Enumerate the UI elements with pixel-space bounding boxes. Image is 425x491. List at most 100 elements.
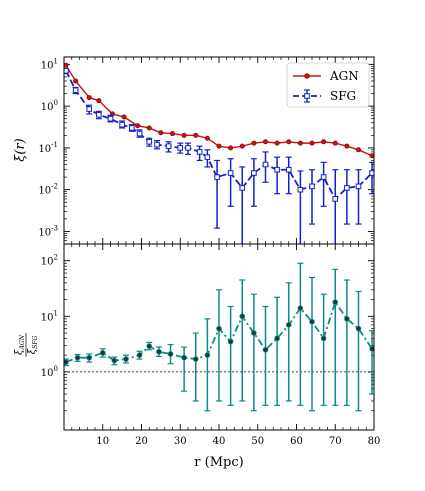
x-tick-label: 50 bbox=[251, 436, 264, 447]
data-point bbox=[239, 143, 245, 149]
data-point bbox=[285, 166, 292, 173]
data-point bbox=[154, 141, 160, 148]
x-tick-label: 70 bbox=[329, 436, 342, 447]
y-tick-label: 101 bbox=[41, 309, 58, 323]
data-point bbox=[204, 352, 211, 358]
data-point bbox=[193, 132, 199, 138]
data-point bbox=[111, 357, 118, 364]
top-panel: 101 100 10-1 10-2 10-3 bbox=[38, 56, 375, 245]
data-point bbox=[262, 161, 269, 168]
data-point bbox=[309, 140, 315, 146]
data-point bbox=[204, 135, 210, 141]
data-point bbox=[216, 325, 222, 332]
data-point bbox=[274, 166, 280, 173]
data-point bbox=[214, 174, 220, 180]
data-point bbox=[228, 145, 234, 151]
data-point bbox=[167, 351, 174, 357]
series-group bbox=[64, 262, 374, 412]
data-point bbox=[297, 186, 304, 193]
data-point bbox=[107, 115, 114, 122]
data-point bbox=[332, 299, 339, 305]
data-point bbox=[192, 356, 199, 362]
data-point bbox=[355, 183, 362, 190]
data-point bbox=[355, 325, 362, 332]
data-point bbox=[344, 143, 350, 149]
data-point bbox=[239, 313, 246, 320]
y-tick-label: 100 bbox=[41, 99, 58, 113]
data-point bbox=[204, 154, 211, 160]
legend-label-sfg: SFG bbox=[330, 89, 356, 103]
x-tick-label: 10 bbox=[96, 436, 109, 447]
data-point bbox=[262, 139, 268, 145]
y-tick-label: 101 bbox=[41, 57, 58, 71]
data-point bbox=[262, 346, 269, 353]
data-point bbox=[332, 140, 338, 146]
data-point bbox=[146, 343, 153, 349]
data-point bbox=[73, 78, 79, 84]
series-group bbox=[64, 62, 374, 244]
data-point bbox=[369, 170, 374, 176]
data-point bbox=[74, 354, 81, 361]
data-point bbox=[332, 196, 339, 202]
data-point bbox=[309, 183, 315, 190]
data-point bbox=[320, 335, 327, 342]
data-point bbox=[86, 106, 92, 112]
y-tick-label: 10-2 bbox=[38, 183, 58, 197]
data-point bbox=[86, 95, 92, 101]
y-tick-label: 10-3 bbox=[38, 224, 58, 238]
y-tick-label: 100 bbox=[41, 365, 58, 379]
data-point bbox=[72, 87, 79, 94]
data-point bbox=[121, 114, 127, 120]
data-point bbox=[123, 356, 129, 362]
data-point bbox=[320, 174, 327, 180]
data-point bbox=[156, 348, 162, 355]
y-tick-label: 102 bbox=[41, 254, 58, 268]
data-point bbox=[165, 143, 172, 149]
data-point bbox=[99, 350, 106, 356]
data-point bbox=[181, 354, 187, 361]
data-point bbox=[321, 139, 327, 145]
data-point bbox=[227, 338, 234, 345]
data-point bbox=[135, 123, 141, 129]
x-tick-label: 60 bbox=[290, 436, 303, 447]
data-point bbox=[64, 68, 69, 74]
legend-marker bbox=[304, 93, 310, 99]
plot-frame bbox=[63, 243, 375, 431]
data-point bbox=[146, 125, 152, 131]
x-tick-label: 80 bbox=[368, 436, 381, 447]
data-point bbox=[146, 138, 153, 145]
data-point bbox=[170, 131, 176, 137]
data-point bbox=[227, 170, 234, 176]
data-point bbox=[274, 335, 280, 342]
legend: AGN SFG bbox=[286, 62, 370, 108]
y-label-denominator: ξSFG bbox=[27, 336, 39, 355]
bottom-panel: 102 101 100 10 20 30 40 50 60 70 80 bbox=[41, 243, 381, 447]
data-point bbox=[274, 140, 280, 146]
data-point bbox=[344, 316, 350, 322]
data-point bbox=[64, 62, 69, 68]
data-point bbox=[86, 354, 92, 361]
data-point bbox=[297, 140, 303, 146]
data-point bbox=[251, 140, 257, 146]
x-axis-label: r (Mpc) bbox=[194, 455, 243, 470]
data-point bbox=[64, 359, 69, 365]
data-point bbox=[251, 330, 257, 336]
data-point bbox=[286, 139, 292, 145]
data-point bbox=[216, 143, 222, 149]
data-point bbox=[239, 185, 246, 191]
x-tick-label: 30 bbox=[174, 436, 187, 447]
data-point bbox=[181, 132, 187, 138]
data-point bbox=[297, 305, 304, 311]
y-label-numerator: ξAGN bbox=[14, 334, 26, 355]
y-tick-label: 10-1 bbox=[38, 141, 58, 155]
data-point bbox=[158, 130, 164, 136]
data-point bbox=[185, 145, 191, 151]
y-axis-label-top: ξ(r) bbox=[13, 138, 28, 162]
data-point bbox=[251, 170, 257, 176]
data-point bbox=[369, 153, 374, 159]
legend-label-agn: AGN bbox=[329, 69, 359, 83]
x-tick-label: 40 bbox=[213, 436, 226, 447]
data-point bbox=[285, 322, 292, 328]
